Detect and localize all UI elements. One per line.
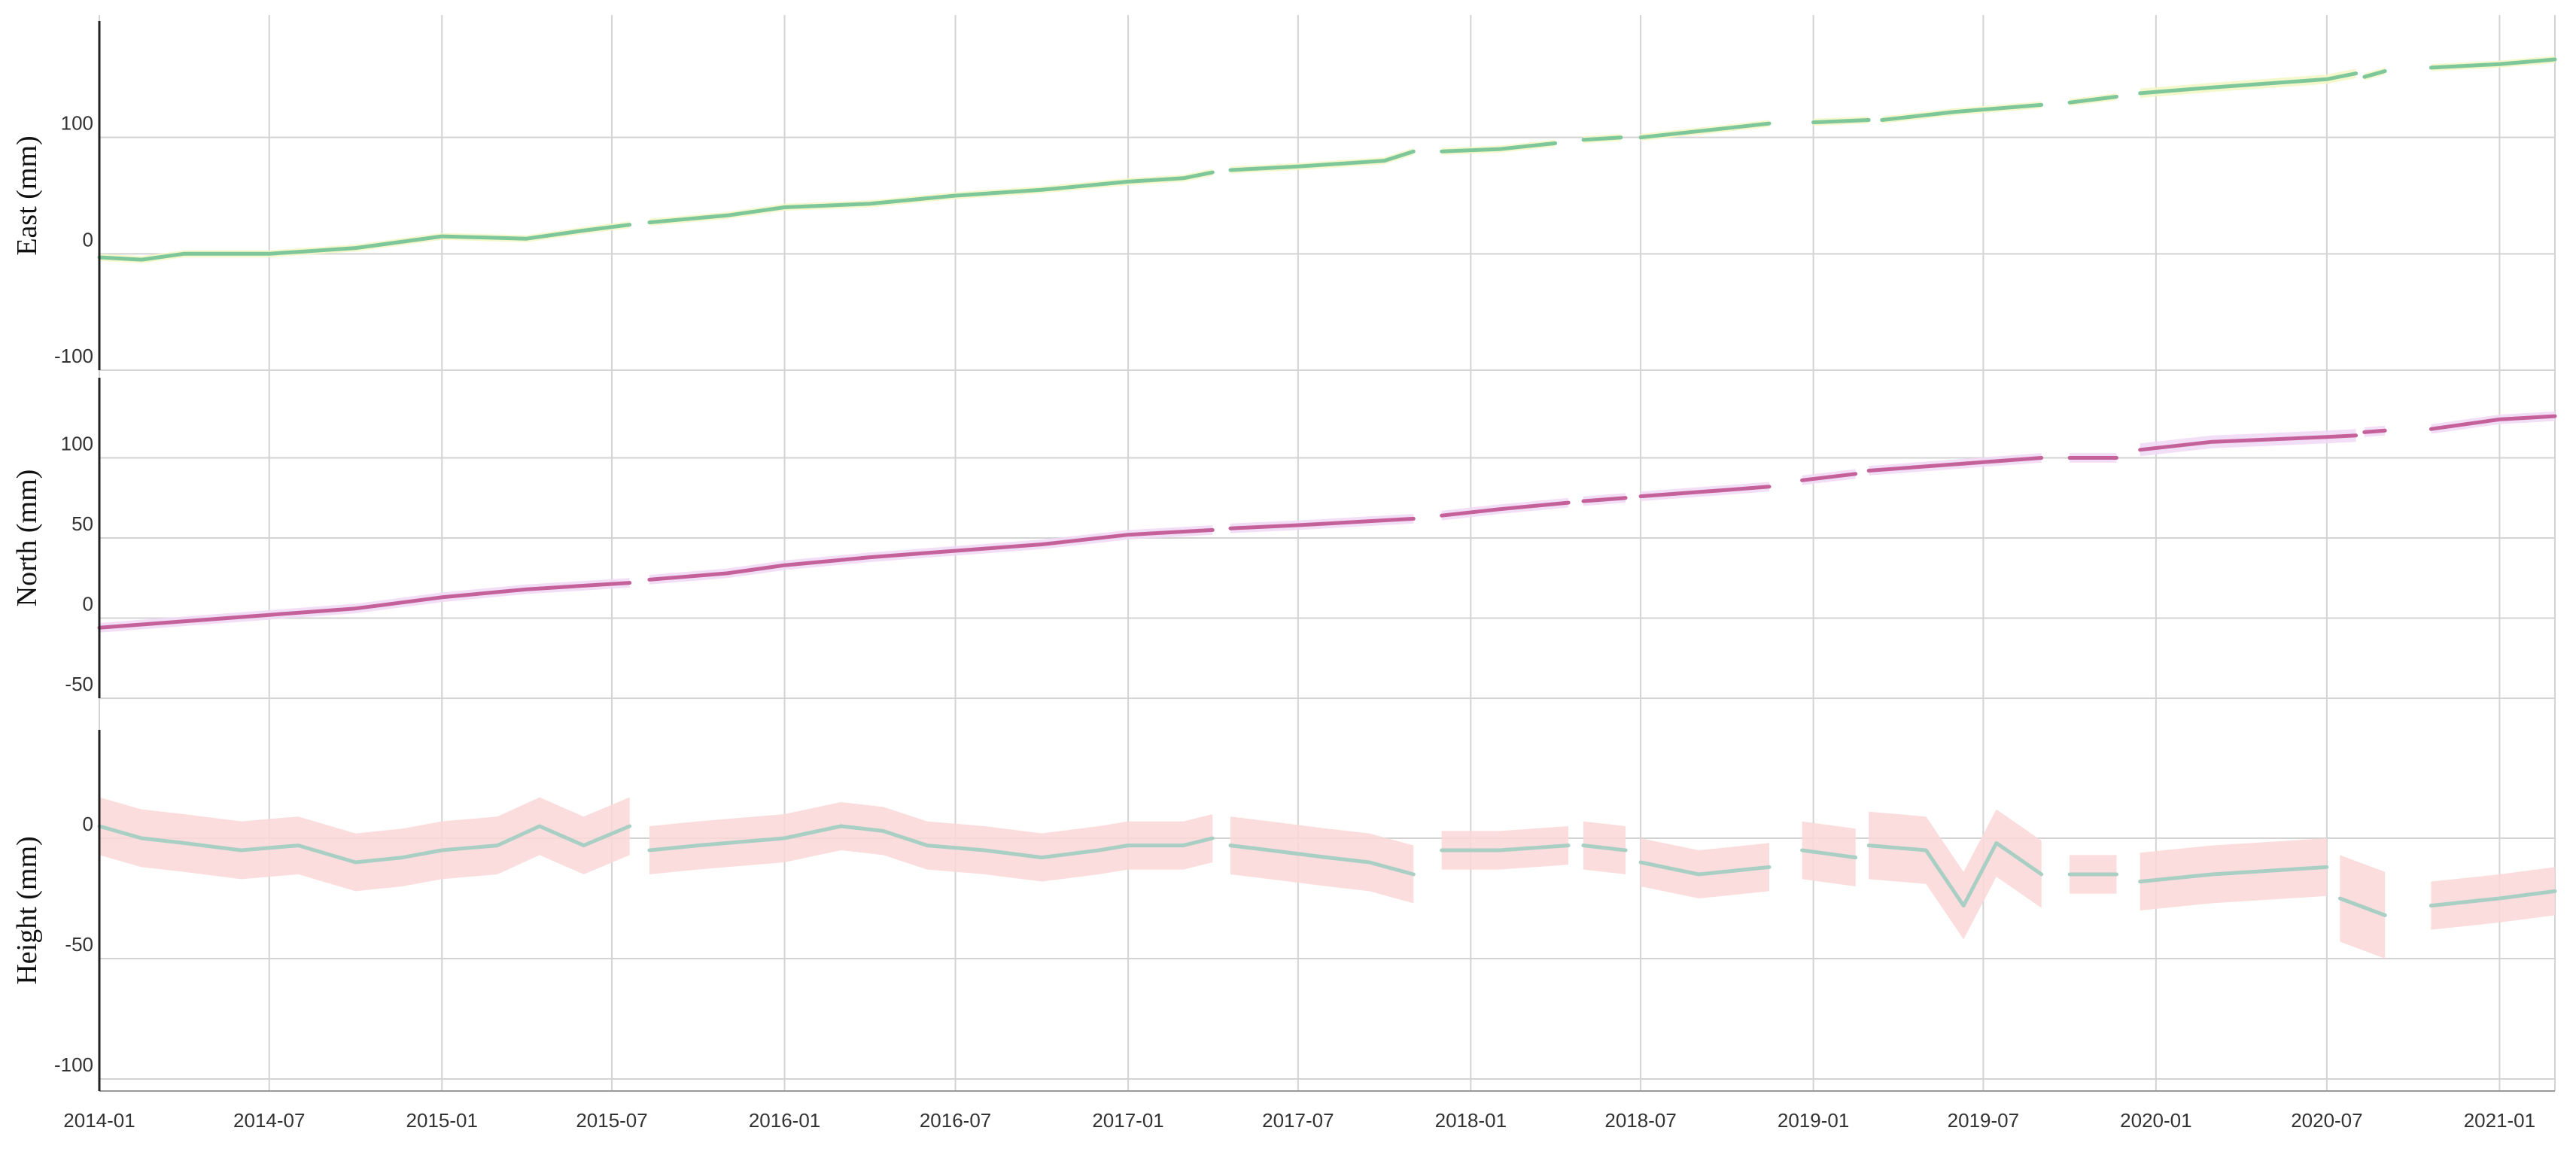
x-tick-label: 2014-01	[63, 1109, 135, 1132]
y-tick-label: -50	[65, 933, 93, 956]
series-line	[2138, 433, 2359, 452]
gridlines	[99, 15, 2556, 1092]
series-line	[1800, 472, 1858, 482]
series-line	[2428, 414, 2557, 431]
x-tick-label: 2017-01	[1092, 1109, 1163, 1132]
series-line	[1800, 848, 1858, 860]
series-line	[97, 824, 632, 865]
series-line	[1638, 860, 1772, 877]
y-axis-label: East (mm)	[11, 135, 43, 255]
x-tick-label: 2014-07	[233, 1109, 305, 1132]
x-tick-label: 2018-01	[1435, 1109, 1507, 1132]
series-line	[1638, 485, 1772, 499]
x-tick-label: 2017-07	[1262, 1109, 1334, 1132]
series-line	[1581, 843, 1628, 853]
series-line	[647, 170, 1215, 225]
y-tick-label: 100	[61, 433, 93, 455]
uncertainty-band	[1869, 809, 2042, 940]
series-line	[1866, 456, 2044, 473]
uncertainty-band	[2140, 429, 2356, 457]
x-tick-label: 2016-07	[920, 1109, 991, 1132]
series-line	[2067, 95, 2118, 105]
series-line	[1228, 843, 1416, 877]
y-tick-label: -100	[54, 345, 93, 367]
x-tick-label: 2015-07	[576, 1109, 647, 1132]
series-line	[2138, 865, 2329, 884]
series-line	[2428, 889, 2557, 908]
y-tick-label: 0	[83, 593, 93, 615]
uncertainty-band	[1641, 838, 1769, 898]
x-tick-label: 2016-01	[749, 1109, 820, 1132]
series-line	[1228, 149, 1416, 172]
uncertainty-band	[1230, 816, 1414, 904]
y-axis-label: Height (mm)	[11, 836, 43, 984]
uncertainty-band	[99, 221, 630, 263]
x-tick-label: 2021-01	[2464, 1109, 2535, 1132]
axes-layer: 2014-01 2014-07 2015-01 2015-07 2016-01 2016-…	[11, 21, 2555, 1132]
series-line	[2362, 428, 2387, 434]
uncertainty-band	[99, 797, 630, 892]
series-line	[2428, 57, 2557, 70]
series-line	[1440, 500, 1571, 518]
y-tick-label: -100	[54, 1053, 93, 1076]
y-tick-label: 0	[83, 813, 93, 835]
series-line	[1440, 141, 1558, 153]
uncertainty-band	[2431, 411, 2555, 434]
series-line	[1866, 840, 2044, 908]
x-tick-label: 2020-01	[2120, 1109, 2191, 1132]
series-line	[1581, 135, 1623, 142]
series-line	[2138, 71, 2359, 96]
series-line	[1228, 516, 1416, 530]
y-axis-label: North (mm)	[11, 470, 43, 607]
series-line	[1440, 843, 1571, 853]
y-tick-label: 0	[83, 228, 93, 251]
series-line	[1811, 118, 1871, 125]
series-line	[97, 223, 632, 262]
series-line	[2337, 896, 2387, 917]
series-line	[97, 581, 632, 630]
y-tick-label: 100	[61, 112, 93, 135]
series-line	[1581, 496, 1628, 503]
series-layer	[97, 56, 2557, 959]
series-line	[1638, 121, 1772, 140]
x-tick-label: 2020-07	[2291, 1109, 2362, 1132]
uncertainty-band	[649, 802, 1213, 882]
series-line	[647, 824, 1215, 860]
x-tick-label: 2015-01	[406, 1109, 478, 1132]
series-line	[1880, 102, 2044, 122]
series-line	[2362, 69, 2387, 79]
x-tick-label: 2019-01	[1778, 1109, 1849, 1132]
x-tick-label: 2019-07	[1948, 1109, 2019, 1132]
uncertainty-band	[1441, 826, 1569, 870]
series-line	[647, 527, 1215, 582]
y-tick-label: -50	[65, 673, 93, 695]
x-tick-label: 2018-07	[1604, 1109, 1676, 1132]
y-tick-label: 50	[71, 512, 93, 535]
